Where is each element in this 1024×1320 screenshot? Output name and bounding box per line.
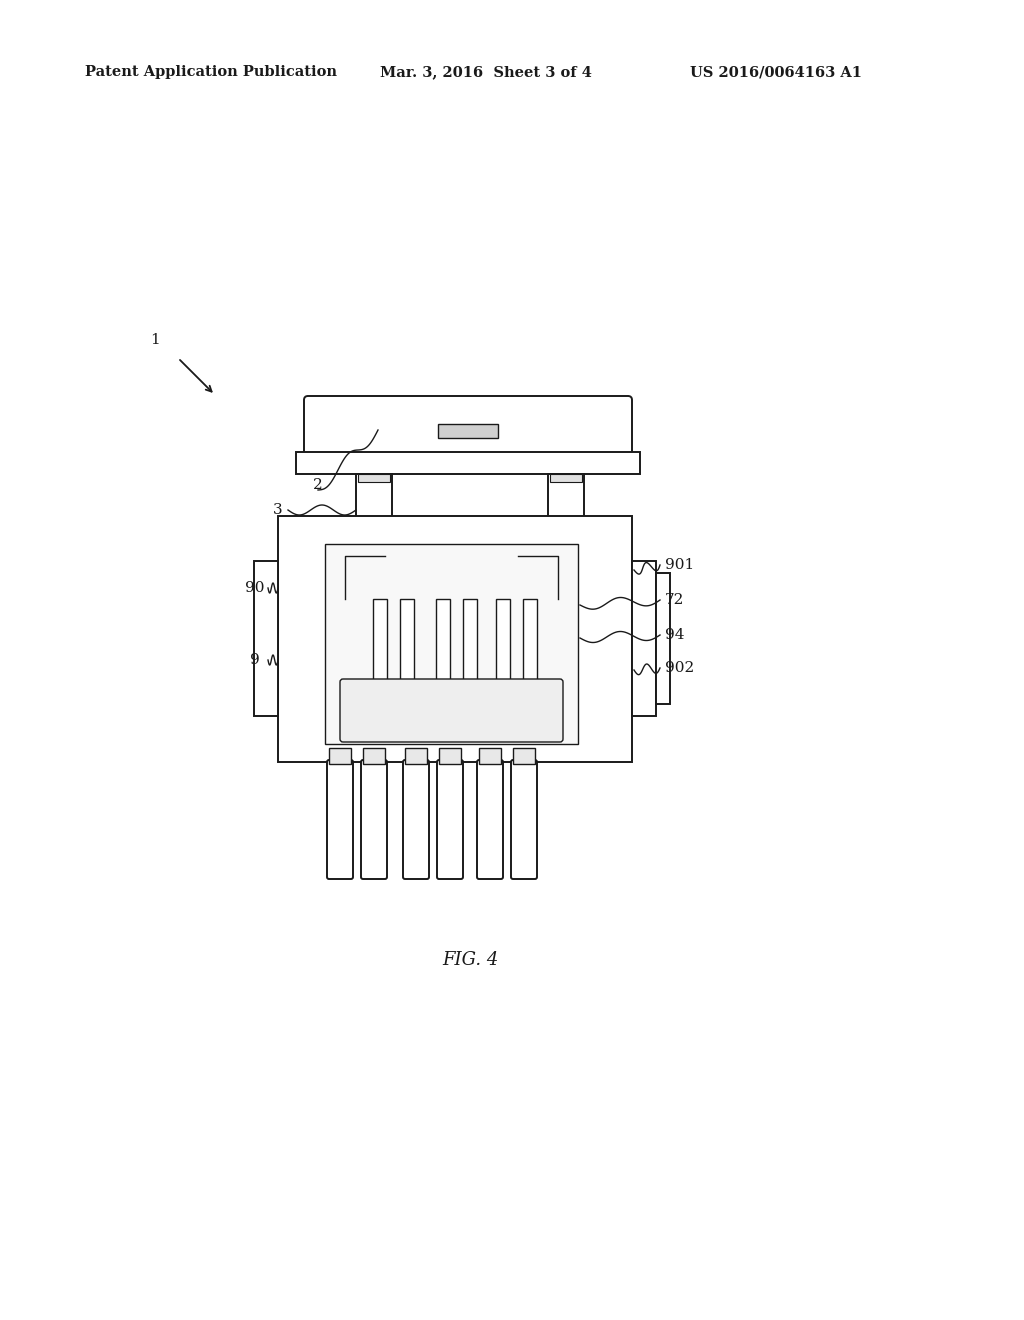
Bar xyxy=(406,748,427,764)
Text: 3: 3 xyxy=(273,503,283,517)
Bar xyxy=(496,599,510,684)
Text: 72: 72 xyxy=(665,593,684,607)
Bar xyxy=(548,474,584,520)
FancyBboxPatch shape xyxy=(403,760,429,879)
FancyBboxPatch shape xyxy=(361,760,387,879)
Bar xyxy=(439,748,461,764)
Bar xyxy=(438,424,498,438)
FancyBboxPatch shape xyxy=(477,760,503,879)
Bar xyxy=(523,599,537,684)
Bar xyxy=(278,516,632,762)
Bar xyxy=(296,451,640,474)
FancyBboxPatch shape xyxy=(340,678,563,742)
Bar xyxy=(325,544,578,744)
FancyBboxPatch shape xyxy=(437,760,463,879)
FancyBboxPatch shape xyxy=(511,760,537,879)
Bar xyxy=(513,748,535,764)
Bar xyxy=(400,599,414,684)
Text: 94: 94 xyxy=(665,628,684,642)
Text: Patent Application Publication: Patent Application Publication xyxy=(85,65,337,79)
Bar xyxy=(656,573,670,704)
Text: 2: 2 xyxy=(313,478,323,492)
Bar xyxy=(550,474,582,482)
Bar xyxy=(329,748,351,764)
Bar xyxy=(479,748,501,764)
Text: Mar. 3, 2016  Sheet 3 of 4: Mar. 3, 2016 Sheet 3 of 4 xyxy=(380,65,592,79)
Text: 901: 901 xyxy=(665,558,694,572)
Text: 9: 9 xyxy=(250,653,260,667)
Text: 90: 90 xyxy=(246,581,265,595)
Text: US 2016/0064163 A1: US 2016/0064163 A1 xyxy=(690,65,862,79)
Text: 1: 1 xyxy=(151,333,160,347)
FancyBboxPatch shape xyxy=(327,760,353,879)
Bar xyxy=(358,474,390,482)
Bar xyxy=(373,599,387,684)
Text: 902: 902 xyxy=(665,661,694,675)
Bar xyxy=(254,561,278,715)
Bar xyxy=(632,561,656,715)
Bar xyxy=(463,599,477,684)
Bar xyxy=(362,748,385,764)
Bar xyxy=(356,474,392,520)
FancyBboxPatch shape xyxy=(304,396,632,455)
Text: FIG. 4: FIG. 4 xyxy=(441,950,499,969)
Bar xyxy=(436,599,450,684)
